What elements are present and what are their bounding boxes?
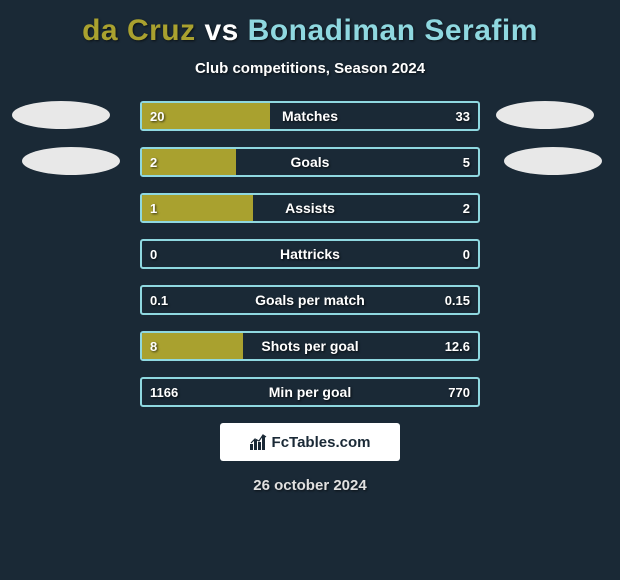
- chart-icon: [250, 434, 268, 450]
- stat-value-left: 1166: [150, 379, 178, 405]
- chart-area: 2033Matches25Goals12Assists00Hattricks0.…: [0, 101, 620, 407]
- stat-value-right: 2: [463, 195, 470, 221]
- team-placeholder-oval: [12, 101, 110, 129]
- watermark[interactable]: FcTables.com: [220, 423, 400, 461]
- team-placeholder-oval: [496, 101, 594, 129]
- player2-name: Bonadiman Serafim: [248, 14, 538, 47]
- stat-bar: 1166 770Min per goal: [140, 377, 480, 407]
- stat-bar: 12Assists: [140, 193, 480, 223]
- stat-label: Min per goal: [142, 379, 478, 405]
- bar-fill-left: [142, 195, 253, 221]
- stat-bar: 0 0Hattricks: [140, 239, 480, 269]
- stat-value-left: 1: [150, 195, 157, 221]
- date-text: 26 october 2024: [0, 477, 620, 494]
- stat-value-right: 12.6: [445, 333, 470, 359]
- stat-value-left: 2: [150, 149, 157, 175]
- stat-value-right: 0: [463, 241, 470, 267]
- team-placeholder-oval: [22, 147, 120, 175]
- stat-value-left: 20: [150, 103, 164, 129]
- stat-value-right: 770: [448, 379, 470, 405]
- bars-container: 2033Matches25Goals12Assists00Hattricks0.…: [140, 101, 480, 407]
- stat-value-right: 33: [456, 103, 470, 129]
- stat-value-left: 0: [150, 241, 157, 267]
- stat-bar: 25Goals: [140, 147, 480, 177]
- stat-bar: 812.6Shots per goal: [140, 331, 480, 361]
- vs-text: vs: [204, 14, 238, 47]
- stat-value-right: 5: [463, 149, 470, 175]
- subtitle: Club competitions, Season 2024: [0, 60, 620, 77]
- stat-bar: 2033Matches: [140, 101, 480, 131]
- player1-name: da Cruz: [82, 14, 196, 47]
- stat-value-left: 0.1: [150, 287, 168, 313]
- comparison-title: da Cruz vs Bonadiman Serafim: [0, 0, 620, 48]
- stat-bar: 0.1 0.15Goals per match: [140, 285, 480, 315]
- team-placeholder-oval: [504, 147, 602, 175]
- stat-value-right: 0.15: [445, 287, 470, 313]
- stat-value-left: 8: [150, 333, 157, 359]
- stat-label: Hattricks: [142, 241, 478, 267]
- stat-label: Goals per match: [142, 287, 478, 313]
- watermark-text: FcTables.com: [272, 434, 371, 451]
